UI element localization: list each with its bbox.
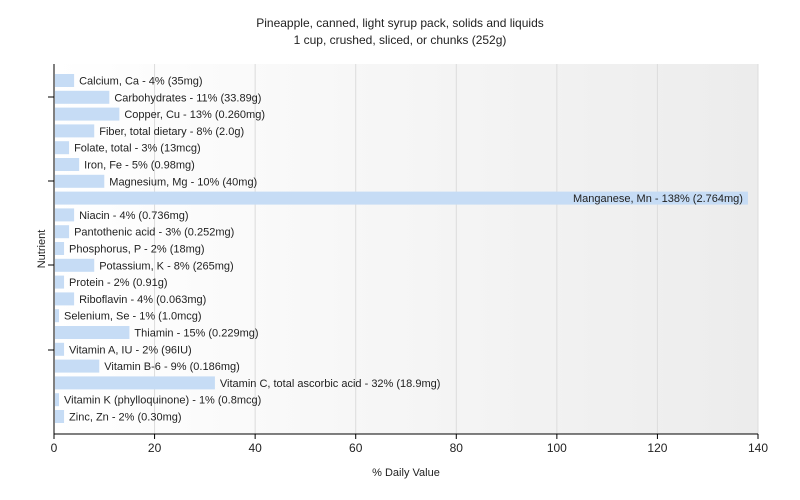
bar: [55, 359, 100, 373]
x-tick-label: 20: [148, 441, 162, 455]
x-tick-label: 40: [248, 441, 262, 455]
bar: [55, 225, 70, 239]
bar: [55, 376, 215, 390]
bar: [55, 107, 120, 121]
bar: [55, 191, 748, 205]
bar: [55, 275, 65, 289]
x-axis-label: % Daily Value: [372, 467, 440, 479]
bar-label: Folate, total - 3% (13mcg): [74, 143, 201, 155]
bar: [55, 326, 130, 339]
bar-label: Protein - 2% (0.91g): [69, 277, 167, 289]
chart-subtitle: 1 cup, crushed, sliced, or chunks (252g): [294, 33, 507, 47]
bar-label: Carbohydrates - 11% (33.89g): [114, 92, 261, 104]
bar-label: Pantothenic acid - 3% (0.252mg): [74, 227, 234, 239]
axes: [53, 64, 758, 435]
bar: [55, 292, 75, 306]
bar: [55, 342, 65, 356]
bar-label: Magnesium, Mg - 10% (40mg): [109, 176, 257, 188]
bar: [55, 410, 65, 423]
y-axis-label: Nutrient: [36, 230, 48, 269]
chart-title: Pineapple, canned, light syrup pack, sol…: [256, 16, 544, 30]
bar-label: Niacin - 4% (0.736mg): [79, 210, 188, 222]
bar-label: Iron, Fe - 5% (0.98mg): [84, 160, 195, 172]
plot-background: [54, 64, 758, 434]
bar: [55, 124, 95, 138]
bar-label: Vitamin A, IU - 2% (96IU): [69, 344, 192, 356]
bar-label: Selenium, Se - 1% (1.0mcg): [64, 311, 202, 323]
bar: [55, 74, 75, 87]
bar-label: Thiamin - 15% (0.229mg): [134, 328, 258, 340]
grid-lines: [154, 64, 759, 434]
x-tick-label: 120: [647, 441, 667, 455]
bar: [55, 208, 75, 222]
x-tick-label: 100: [547, 441, 567, 455]
bar-label: Riboflavin - 4% (0.063mg): [79, 294, 206, 306]
y-ticks: [48, 96, 54, 351]
bar-label: Calcium, Ca - 4% (35mg): [79, 76, 202, 88]
x-tick-label: 140: [748, 441, 768, 455]
bar-label: Copper, Cu - 13% (0.260mg): [124, 109, 265, 121]
bar: [55, 242, 65, 255]
bar-label: Vitamin C, total ascorbic acid - 32% (18…: [220, 378, 441, 390]
bar: [55, 258, 95, 272]
bar-label: Potassium, K - 8% (265mg): [99, 260, 234, 272]
bar-label: Manganese, Mn - 138% (2.764mg): [573, 193, 743, 205]
bar: [55, 90, 110, 104]
bar: [55, 141, 70, 155]
x-tick-label: 80: [450, 441, 464, 455]
bars: Calcium, Ca - 4% (35mg) Carbohydrates - 1…: [55, 74, 748, 424]
bar: [55, 393, 60, 407]
x-ticks: 0 20 40 60 80 100 120 140: [51, 434, 768, 455]
bar-label: Phosphorus, P - 2% (18mg): [69, 244, 205, 256]
x-tick-label: 0: [51, 441, 58, 455]
bar: [55, 309, 60, 323]
bar: [55, 174, 105, 188]
bar-label: Vitamin K (phylloquinone) - 1% (0.8mcg): [64, 395, 261, 407]
bar: [55, 158, 80, 171]
bar-label: Fiber, total dietary - 8% (2.0g): [99, 126, 244, 138]
bar-label: Vitamin B-6 - 9% (0.186mg): [104, 361, 240, 373]
x-tick-label: 60: [349, 441, 363, 455]
bar-label: Zinc, Zn - 2% (0.30mg): [69, 412, 181, 424]
